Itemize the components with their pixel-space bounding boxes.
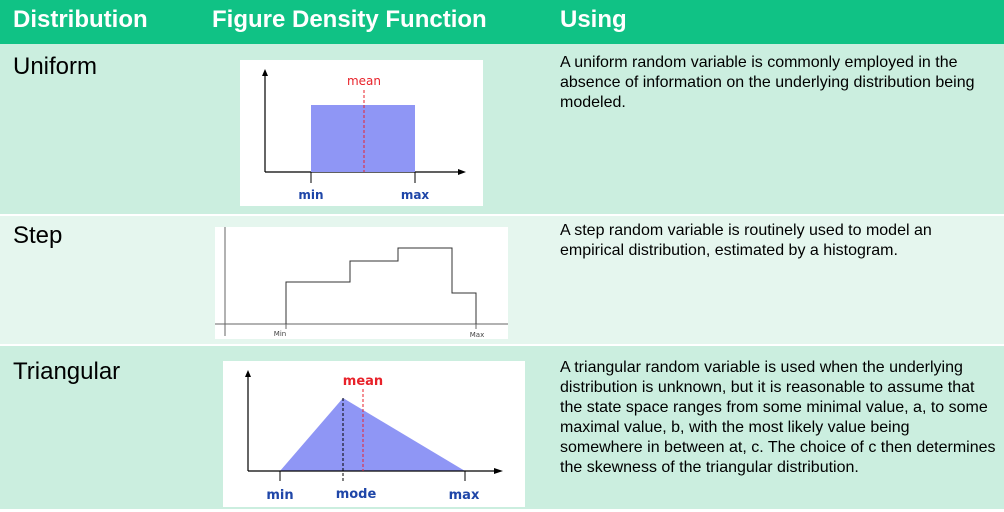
triangular-density-area <box>280 398 465 471</box>
header-figure-density-function: Figure Density Function <box>212 6 487 33</box>
distribution-name: Triangular <box>13 358 121 385</box>
y-axis-arrow <box>245 370 251 377</box>
distribution-name: Uniform <box>13 53 98 80</box>
row-divider <box>0 214 1004 216</box>
max-label: Max <box>470 331 484 339</box>
x-axis-arrow <box>458 169 466 175</box>
max-label: max <box>401 188 430 202</box>
uniform-density-figure: mean min max <box>240 60 483 206</box>
table-row-uniform: Uniform mean min max A uniform random va… <box>0 44 1004 214</box>
distribution-description: A triangular random variable is used whe… <box>560 359 996 476</box>
min-label: min <box>298 188 323 202</box>
header-using: Using <box>560 6 627 33</box>
mode-label: mode <box>336 487 377 502</box>
mean-label: mean <box>347 74 381 88</box>
min-label: min <box>266 488 293 503</box>
uniform-density-area <box>311 105 415 172</box>
y-axis-arrow <box>262 69 268 76</box>
distribution-description: A step random variable is routinely used… <box>560 222 932 259</box>
max-label: max <box>449 488 480 503</box>
x-axis-arrow <box>494 468 503 474</box>
mean-label: mean <box>343 374 383 389</box>
table-row-step: Step Min Max A step random variable is r… <box>0 216 1004 344</box>
table-row-triangular: Triangular mean min mode max A triangula… <box>0 346 1004 509</box>
row-divider <box>0 344 1004 346</box>
step-density-figure: Min Max <box>215 227 508 339</box>
min-label: Min <box>274 330 286 338</box>
step-density-line <box>285 247 477 324</box>
triangular-density-figure: mean min mode max <box>223 361 525 507</box>
distribution-name: Step <box>13 222 63 249</box>
distribution-description: A uniform random variable is commonly em… <box>560 54 975 111</box>
table-header: Distribution Figure Density Function Usi… <box>0 0 1004 44</box>
header-distribution: Distribution <box>13 6 148 33</box>
